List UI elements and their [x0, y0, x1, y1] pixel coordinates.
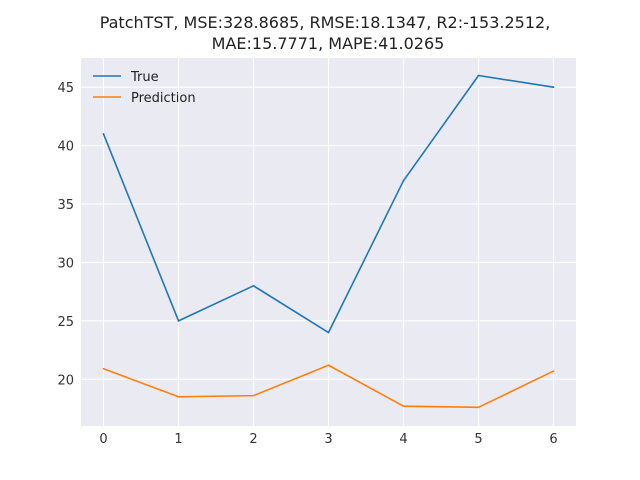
- y-tick-label: 25: [57, 315, 74, 330]
- data-point-prediction: [402, 405, 405, 408]
- legend: True Prediction: [93, 70, 196, 106]
- data-point-true: [552, 86, 555, 89]
- x-tick-label: 3: [324, 432, 332, 447]
- data-point-true: [477, 74, 480, 77]
- data-point-true: [102, 133, 105, 135]
- x-tick-label: 6: [549, 432, 557, 447]
- data-point-prediction: [177, 395, 180, 398]
- chart-title-line-1: PatchTST, MSE:328.8685, RMSE:18.1347, R2…: [100, 13, 551, 32]
- x-tick-label: 1: [174, 432, 182, 447]
- series-layer: [102, 74, 555, 409]
- y-tick-label: 30: [57, 256, 74, 271]
- y-tick-label: 20: [57, 373, 74, 388]
- data-point-true: [177, 319, 180, 322]
- data-point-true: [402, 179, 405, 182]
- x-tick-label: 2: [249, 432, 257, 447]
- y-tick-label: 45: [57, 81, 74, 96]
- x-tick-label: 5: [474, 432, 482, 447]
- data-point-prediction: [327, 364, 330, 367]
- legend-label-true: True: [130, 70, 159, 85]
- data-point-prediction: [477, 406, 480, 409]
- data-point-prediction: [252, 394, 255, 397]
- legend-label-prediction: Prediction: [131, 91, 196, 106]
- data-point-true: [252, 284, 255, 287]
- data-point-true: [327, 331, 330, 334]
- data-point-prediction: [552, 370, 555, 372]
- data-point-prediction: [102, 367, 105, 370]
- y-tick-label: 40: [57, 140, 74, 155]
- chart-title-line-2: MAE:15.7771, MAPE:41.0265: [212, 34, 445, 53]
- y-tick-label: 35: [57, 198, 74, 213]
- x-tick-label: 4: [399, 432, 407, 447]
- x-tick-label: 0: [99, 432, 107, 447]
- grid-lines: [81, 58, 576, 426]
